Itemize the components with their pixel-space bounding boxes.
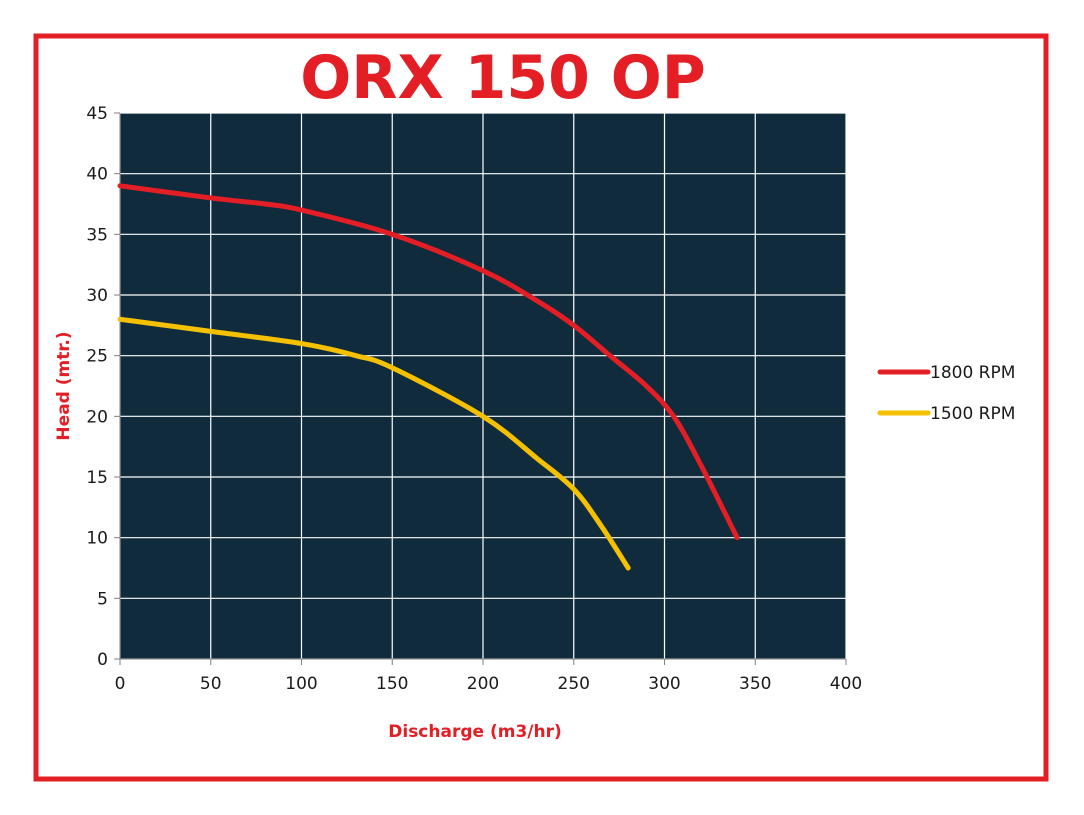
chart-title: ORX 150 OP <box>300 43 705 113</box>
y-tick-label: 30 <box>86 286 108 306</box>
grid <box>119 112 847 660</box>
x-tick-label: 250 <box>558 674 590 694</box>
y-tick-label: 25 <box>86 347 108 367</box>
y-tick-label: 35 <box>86 225 108 245</box>
y-tick-label: 15 <box>86 468 108 488</box>
x-tick-label: 0 <box>115 674 126 694</box>
x-tick-label: 150 <box>376 674 408 694</box>
y-tick-label: 40 <box>86 165 108 185</box>
series-lines <box>117 183 740 571</box>
x-axis-title: Discharge (m3/hr) <box>388 722 562 742</box>
y-tick-label: 45 <box>86 104 108 124</box>
legend-label-1500-rpm: 1500 RPM <box>930 404 1015 424</box>
y-tick-label: 5 <box>97 589 108 609</box>
y-tick-label: 10 <box>86 529 108 549</box>
y-axis-title: Head (mtr.) <box>54 331 74 440</box>
x-tick-label: 400 <box>830 674 862 694</box>
y-tick-label: 0 <box>97 650 108 670</box>
x-tick-label: 100 <box>285 674 317 694</box>
series-line-1800-rpm <box>117 183 740 541</box>
series-line-1500-rpm <box>117 316 631 571</box>
legend: 1800 RPM 1500 RPM <box>877 363 1015 424</box>
x-tick-label: 50 <box>200 674 222 694</box>
legend-label-1800-rpm: 1800 RPM <box>930 363 1015 383</box>
x-tick-label: 300 <box>648 674 680 694</box>
x-tick-label: 350 <box>739 674 771 694</box>
axes: 0 50 100 150 200 250 300 350 400 0 5 10 15 20 25 30 35 40… <box>86 104 862 694</box>
x-tick-label: 200 <box>467 674 499 694</box>
y-tick-label: 20 <box>86 407 108 427</box>
